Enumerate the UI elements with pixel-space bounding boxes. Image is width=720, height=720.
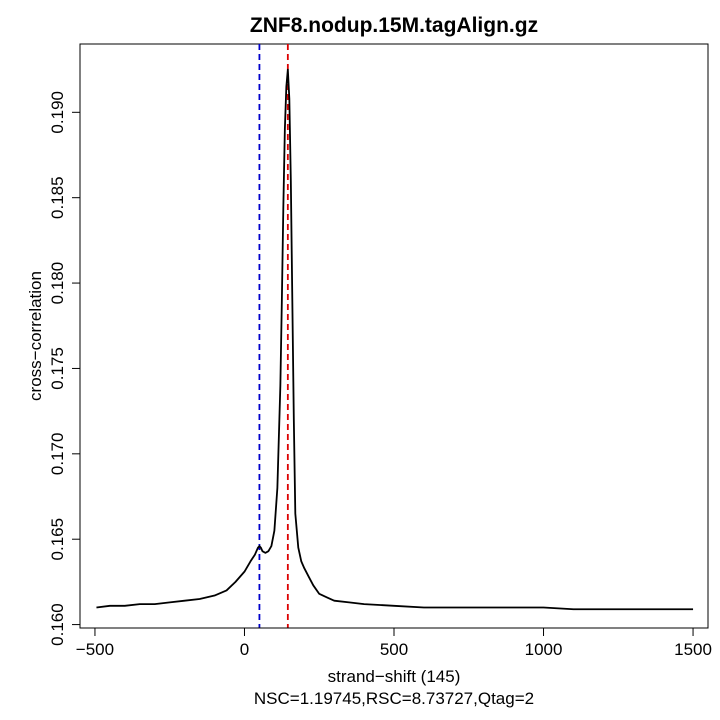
y-tick-label: 0.185 <box>48 176 67 219</box>
y-tick-label: 0.190 <box>48 91 67 134</box>
x-axis: −500 0 500 1000 1500 <box>76 627 712 659</box>
x-axis-label: strand−shift (145) <box>328 667 461 686</box>
series-line-0 <box>96 68 694 611</box>
y-tick-label: 0.165 <box>48 518 67 561</box>
y-axis: 0.160 0.165 0.170 0.175 0.180 0.185 0.190 <box>48 91 81 646</box>
x-tick-label: 1000 <box>525 640 563 659</box>
x-tick-label: 1500 <box>674 640 712 659</box>
x-tick-label: −500 <box>76 640 114 659</box>
series-layer <box>96 68 694 611</box>
x-tick-label: 0 <box>240 640 249 659</box>
y-axis-label: cross−correlation <box>26 271 45 401</box>
y-tick-label: 0.170 <box>48 433 67 476</box>
y-tick-label: 0.160 <box>48 603 67 646</box>
chart-subtitle: NSC=1.19745,RSC=8.73727,Qtag=2 <box>254 689 534 708</box>
chart-title: ZNF8.nodup.15M.tagAlign.gz <box>250 14 538 37</box>
y-tick-label: 0.175 <box>48 347 67 390</box>
vertical-markers <box>258 44 289 628</box>
x-tick-label: 500 <box>380 640 408 659</box>
y-tick-label: 0.180 <box>48 262 67 305</box>
